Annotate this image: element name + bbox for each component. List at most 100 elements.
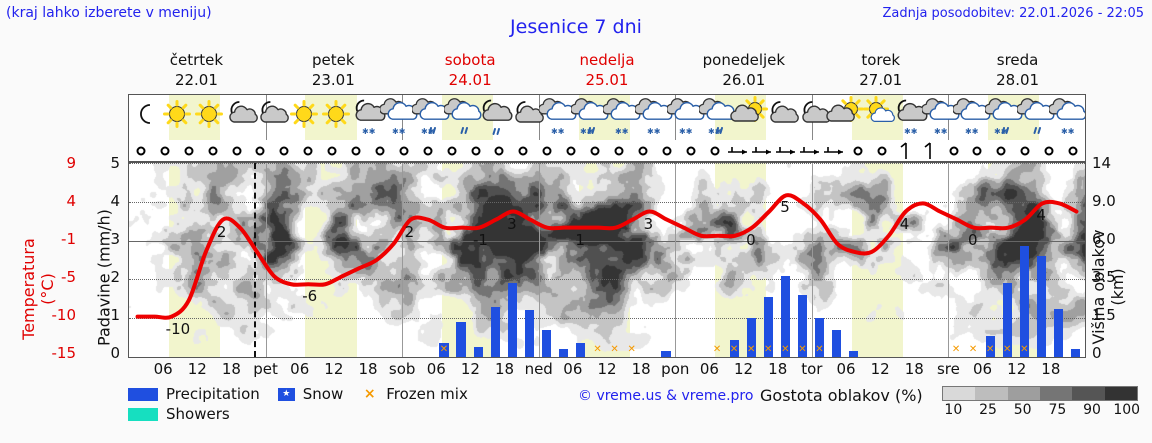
- weather-icon-cloud-snow: ✱✱: [1048, 96, 1085, 140]
- gridline-v-day-4: [675, 163, 677, 357]
- wind-row: [128, 140, 1086, 162]
- calm-circle-21: [631, 140, 655, 161]
- temperature-label: 2: [216, 222, 227, 241]
- x-tick-pet-3: pet: [253, 360, 278, 378]
- precipitation-tick-1: 4: [110, 192, 120, 210]
- calm-wind-icon: [949, 146, 959, 156]
- snow-swatch-icon: ★: [277, 387, 295, 401]
- wind-barb-29: [822, 140, 846, 161]
- wind-barb-32: [894, 140, 918, 161]
- calm-circle-7: [296, 140, 320, 161]
- cloud-density-layer: [129, 163, 1085, 357]
- weather-icon-moon: [129, 96, 165, 140]
- x-tick-12-13: 12: [597, 360, 617, 378]
- calm-wind-icon: [614, 146, 624, 156]
- day-header-band: četrtek 22.01 petek 23.01 sobota 24.01 nedelja…: [128, 50, 1086, 92]
- calm-circle-10: [368, 140, 392, 161]
- cloud-height-tick-1: 9.0: [1092, 192, 1116, 210]
- calm-wind-icon: [327, 146, 337, 156]
- current-time-marker: [254, 163, 257, 357]
- calm-circle-14: [464, 140, 488, 161]
- day-date: 28.01: [996, 71, 1040, 89]
- calm-circle-12: [416, 140, 440, 161]
- calm-circle-8: [320, 140, 344, 161]
- calm-wind-icon: [566, 146, 576, 156]
- gridline-h-3: [129, 240, 1085, 242]
- x-tick-06-16: 06: [699, 360, 719, 378]
- precipitation-bar: [575, 343, 586, 357]
- weather-icon-cloud-snow: ✱✱: [920, 96, 962, 140]
- frozen-mix-marker: ✕: [815, 344, 824, 355]
- day-header-3: sobota 24.01: [402, 50, 539, 92]
- gridline-h-2: [129, 279, 1085, 281]
- calm-wind-icon: [494, 146, 504, 156]
- weather-icon-cloud-rain: [442, 96, 484, 140]
- legend-item-showers: Showers: [128, 405, 230, 423]
- calm-wind-icon: [877, 146, 887, 156]
- frozen-mix-marker: ✕: [968, 344, 978, 355]
- frozen-mix-marker: ✕: [781, 344, 790, 355]
- weather-icon-sun: [157, 96, 197, 140]
- precipitation-bar: [439, 343, 449, 357]
- calm-wind-icon: [853, 146, 863, 156]
- cloud-height-tick-3: 3.5: [1092, 268, 1116, 286]
- temperature-label: 4: [1036, 206, 1046, 225]
- weather-icon-sun-cloud: [826, 96, 866, 140]
- calm-wind-icon: [399, 146, 409, 156]
- x-tick-18-10: 18: [495, 360, 515, 378]
- precipitation-tick-2: 3: [110, 230, 120, 248]
- svg-text:✱✱: ✱✱: [904, 127, 918, 136]
- cloud-height-tick-0: 14: [1092, 154, 1112, 172]
- precipitation-bar: [797, 294, 808, 357]
- calm-circle-35: [965, 140, 989, 161]
- precipitation-bar: [490, 306, 500, 357]
- precipitation-bar: [746, 318, 757, 357]
- calm-circle-22: [655, 140, 679, 161]
- precipitation-bar: [661, 351, 671, 357]
- x-tick-06-24: 06: [973, 360, 993, 378]
- x-tick-06-20: 06: [836, 360, 856, 378]
- day-date: 22.01: [174, 71, 218, 89]
- weather-icon-sun: [316, 96, 356, 140]
- calm-circle-6: [272, 140, 296, 161]
- calm-wind-icon: [136, 146, 146, 156]
- day-header-6: torek 27.01: [812, 50, 949, 92]
- temperature-label: 2: [404, 222, 415, 241]
- precipitation-bar: [524, 310, 535, 357]
- x-tick-12-1: 12: [187, 360, 207, 378]
- x-tick-06-8: 06: [426, 360, 446, 378]
- weather-icon-sun: [189, 96, 229, 140]
- calm-wind-icon: [471, 146, 481, 156]
- svg-text:✱✱: ✱✱: [1061, 127, 1075, 136]
- svg-text:✱✱: ✱✱: [392, 127, 406, 136]
- credit-link[interactable]: © vreme.us & vreme.pro: [578, 388, 754, 404]
- cloud-density-tick-4: 90: [1083, 402, 1101, 418]
- temperature-label: 1: [575, 230, 585, 249]
- cloud-density-tick-5: 100: [1113, 402, 1141, 418]
- weather-icon-sun-cloud: [730, 96, 770, 140]
- gridline-v-day-2: [402, 163, 404, 357]
- calm-circle-9: [344, 140, 368, 161]
- svg-text:✱✱: ✱✱: [934, 127, 948, 136]
- cloud-density-legend-title: Gostota oblakov (%): [760, 386, 923, 405]
- calm-circle-18: [559, 140, 583, 161]
- legend: Precipitation ★ Snow × Frozen mix Shower…: [128, 384, 486, 424]
- x-tick-12-9: 12: [460, 360, 480, 378]
- calm-circle-3: [201, 140, 225, 161]
- calm-wind-icon: [208, 146, 218, 156]
- location-menu-note: (kraj lahko izberete v meniju): [6, 5, 212, 21]
- calm-circle-31: [870, 140, 894, 161]
- temperature-label: -6: [302, 287, 318, 306]
- gridline-v-day-6: [948, 163, 950, 357]
- svg-text:✱✱: ✱✱: [965, 127, 979, 136]
- weather-icon-strip: ✱✱ ✱✱ ✱✱ ✱✱ ✱✱ ✱✱ ✱✱ ✱✱ ✱✱ ✱✱: [128, 94, 1086, 140]
- calm-wind-icon: [638, 146, 648, 156]
- calm-circle-23: [679, 140, 703, 161]
- temperature-line: [135, 193, 1079, 320]
- gridline-h-5: [129, 163, 1085, 164]
- day-name: petek: [312, 51, 355, 69]
- svg-text:✱✱: ✱✱: [708, 127, 722, 136]
- calm-circle-13: [440, 140, 464, 161]
- precipitation-bar: [985, 335, 996, 357]
- weather-icon-cloud-snow: ✱✱: [601, 96, 643, 140]
